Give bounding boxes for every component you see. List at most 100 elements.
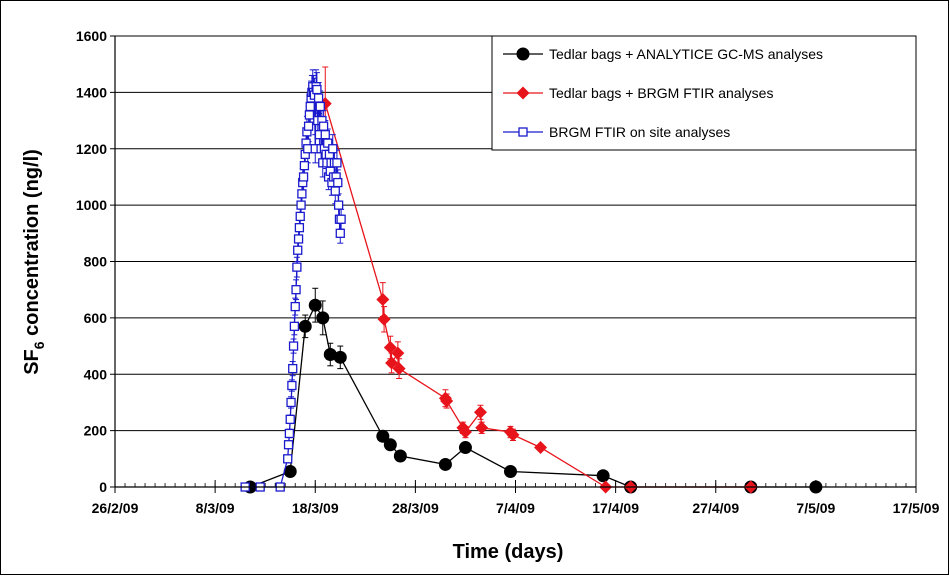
data-point (323, 348, 337, 362)
data-point (295, 211, 305, 222)
data-point (534, 441, 548, 455)
data-point (286, 397, 296, 408)
data-point (333, 350, 347, 364)
x-tick-label: 18/3/09 (292, 500, 339, 516)
data-point (292, 262, 302, 272)
data-point (312, 84, 322, 95)
y-tick-label: 1000 (76, 197, 107, 213)
x-tick-label: 28/3/09 (392, 500, 439, 516)
y-axis-title: SF6 concentration (ng/l) (21, 149, 47, 375)
x-axis-title: Time (days) (453, 541, 564, 563)
data-point (330, 186, 340, 196)
data-point (458, 441, 472, 455)
data-point (293, 234, 304, 244)
x-tick-label: 7/5/09 (796, 500, 835, 516)
data-point (298, 319, 312, 333)
data-point (296, 200, 306, 210)
x-tick-label: 7/4/09 (496, 500, 535, 516)
data-point (596, 469, 610, 483)
data-point (438, 457, 452, 471)
legend-box (491, 35, 917, 151)
data-point (291, 285, 301, 295)
data-point (473, 405, 487, 419)
data-point (284, 428, 295, 439)
data-point (503, 464, 517, 478)
y-tick-label: 0 (99, 479, 107, 495)
legend-marker (516, 47, 530, 61)
legend-entry-1: Tedlar bags + ANALYTICE GC-MS analyses (503, 46, 823, 62)
data-point (323, 138, 333, 148)
data-point (299, 161, 310, 171)
data-point (328, 144, 338, 154)
series-layer (240, 66, 823, 494)
data-point (290, 301, 300, 312)
data-point (383, 340, 397, 354)
y-tick-label: 1400 (76, 84, 107, 100)
data-point (285, 414, 295, 425)
data-point (506, 428, 520, 442)
data-point (440, 394, 454, 408)
data-point (293, 245, 303, 255)
data-point (283, 464, 297, 478)
data-point (332, 158, 342, 168)
y-tick-label: 600 (84, 310, 108, 326)
data-point (391, 346, 405, 360)
y-tick-label: 400 (84, 366, 108, 382)
data-point (303, 121, 314, 131)
legend-label: BRGM FTIR on site analyses (549, 124, 730, 140)
y-tick-label: 800 (84, 254, 108, 270)
data-point (335, 228, 345, 238)
data-point (320, 130, 330, 140)
data-point (288, 341, 299, 351)
data-point (315, 101, 325, 112)
data-point (294, 223, 305, 233)
x-tick-label: 8/3/09 (196, 500, 235, 516)
data-point (283, 454, 293, 464)
legend-entry-3: BRGM FTIR on site analyses (503, 124, 730, 140)
y-tick-label: 200 (84, 423, 108, 439)
data-point (392, 362, 406, 376)
data-point (288, 363, 298, 374)
legend: Tedlar bags + ANALYTICE GC-MS analyses Te… (491, 35, 917, 151)
legend-marker (518, 127, 528, 137)
data-point (458, 425, 472, 439)
data-point (376, 293, 390, 307)
data-point (393, 449, 407, 463)
data-point (385, 356, 399, 370)
data-point (305, 101, 315, 112)
data-point (287, 380, 297, 391)
data-point (383, 438, 397, 452)
y-axis-title-suffix: concentration (ng/l) (21, 149, 43, 341)
y-axis-ticks: 0 200 400 600 800 1000 1200 1400 1600 (76, 28, 115, 495)
data-point (475, 421, 489, 435)
legend-marker (516, 86, 530, 100)
data-point (376, 429, 390, 443)
y-tick-label: 1200 (76, 141, 107, 157)
data-point (283, 440, 294, 450)
y-axis-title-subscript: 6 (31, 341, 47, 349)
data-point (308, 298, 322, 312)
data-point (316, 311, 330, 325)
data-point (333, 177, 343, 188)
x-tick-label: 26/2/09 (92, 500, 139, 516)
data-point (336, 214, 346, 224)
legend-label: Tedlar bags + ANALYTICE GC-MS analyses (549, 46, 823, 62)
series-1 (243, 287, 823, 494)
data-point (289, 321, 300, 331)
data-point (297, 189, 307, 199)
y-tick-label: 1600 (76, 28, 107, 44)
y-axis-title-prefix: SF (21, 349, 43, 375)
data-point (377, 312, 391, 326)
data-point (313, 93, 324, 103)
x-tick-label: 27/4/09 (692, 500, 739, 516)
x-tick-label: 17/4/09 (592, 500, 639, 516)
data-point (303, 144, 313, 154)
data-point (304, 110, 315, 120)
data-point (318, 121, 329, 131)
legend-entry-2: Tedlar bags + BRGM FTIR analyses (503, 85, 773, 101)
x-tick-label: 17/5/09 (893, 500, 940, 516)
legend-label: Tedlar bags + BRGM FTIR analyses (549, 85, 773, 101)
data-point (333, 200, 344, 210)
data-point (298, 172, 309, 182)
